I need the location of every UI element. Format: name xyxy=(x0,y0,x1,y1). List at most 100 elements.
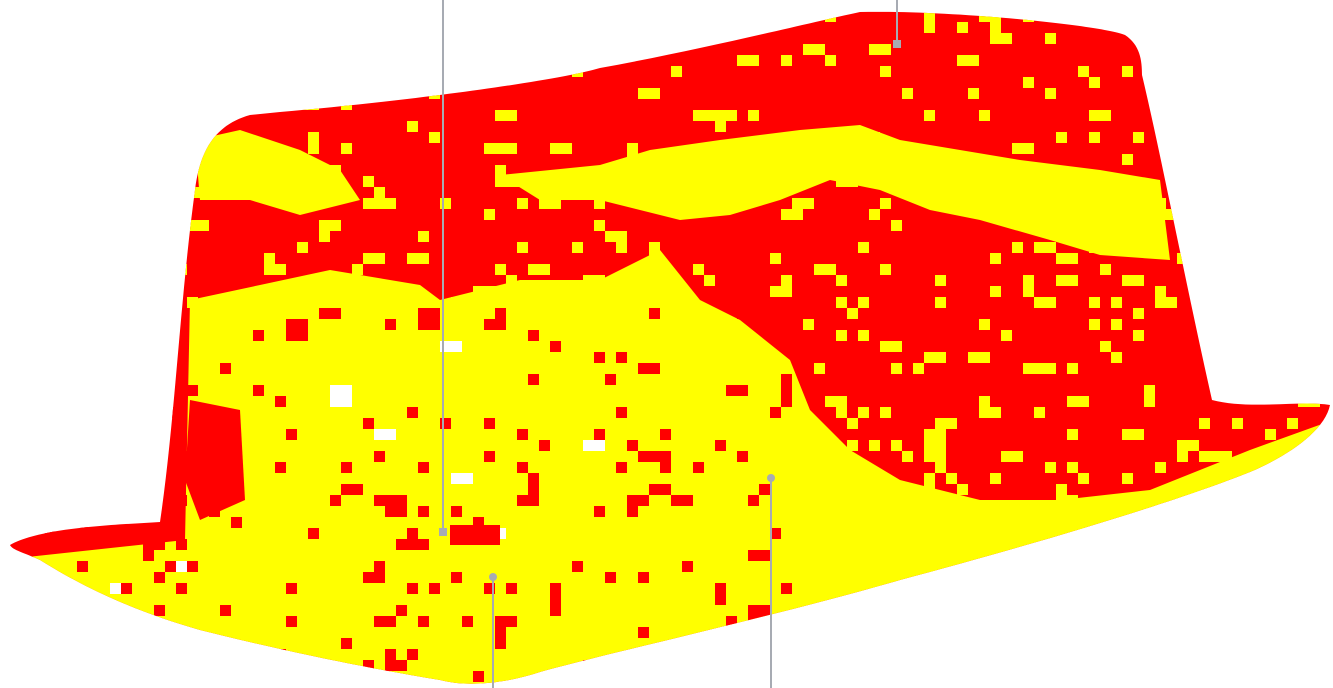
pixel xyxy=(1243,363,1254,374)
pixel xyxy=(814,264,825,275)
pixel xyxy=(33,242,44,253)
pixel xyxy=(484,143,495,154)
pixel xyxy=(220,176,231,187)
pixel xyxy=(352,264,363,275)
pixel xyxy=(517,66,528,77)
pixel xyxy=(902,88,913,99)
pixel xyxy=(297,11,319,22)
pixel xyxy=(1122,154,1133,165)
pixel xyxy=(858,638,869,649)
pixel xyxy=(803,0,814,11)
pixel xyxy=(1287,176,1298,187)
pixel xyxy=(341,11,352,22)
pixel xyxy=(1001,33,1012,44)
pixel xyxy=(429,132,440,143)
pixel xyxy=(143,550,154,561)
pixel xyxy=(913,363,924,374)
pixel xyxy=(1177,176,1188,187)
pixel xyxy=(0,0,11,11)
pixel xyxy=(396,506,407,517)
pixel xyxy=(1001,594,1012,605)
pixel xyxy=(495,627,506,638)
pixel xyxy=(297,242,308,253)
pixel xyxy=(363,253,385,264)
pixel xyxy=(66,132,77,143)
pixel xyxy=(1089,319,1100,330)
pixel xyxy=(1243,528,1254,539)
pixel xyxy=(22,407,44,418)
pixel xyxy=(1298,154,1309,165)
pixel xyxy=(935,418,957,429)
pixel xyxy=(1287,418,1298,429)
pixel xyxy=(605,374,616,385)
pixel xyxy=(374,451,385,462)
pixel xyxy=(836,275,847,286)
pixel xyxy=(1309,286,1320,297)
pixel xyxy=(275,297,297,308)
pixel xyxy=(924,352,946,363)
pixel xyxy=(143,22,154,33)
pixel xyxy=(374,561,385,572)
pixel xyxy=(715,121,726,132)
pixel xyxy=(770,407,781,418)
pixel xyxy=(979,110,990,121)
pixel xyxy=(176,539,187,550)
pixel xyxy=(187,77,198,88)
pixel xyxy=(297,99,308,110)
pixel xyxy=(22,440,44,451)
pixel xyxy=(143,242,165,253)
pixel xyxy=(814,495,825,506)
pixel xyxy=(440,341,462,352)
pixel xyxy=(363,660,374,671)
pixel xyxy=(737,385,748,396)
pixel xyxy=(1243,539,1265,550)
pixel xyxy=(517,198,528,209)
pixel xyxy=(1199,55,1210,66)
pixel xyxy=(748,110,759,121)
pixel xyxy=(638,88,649,99)
pixel xyxy=(979,396,990,407)
pixel xyxy=(1100,198,1111,209)
pixel xyxy=(396,55,407,66)
pixel xyxy=(924,429,946,440)
pixel xyxy=(759,0,770,11)
pixel xyxy=(1221,451,1232,462)
pixel xyxy=(143,165,154,176)
pixel xyxy=(572,561,583,572)
pixel xyxy=(297,330,308,341)
pixel xyxy=(1287,660,1298,671)
pixel xyxy=(968,352,990,363)
pixel xyxy=(363,418,374,429)
pixel xyxy=(1045,363,1056,374)
pixel xyxy=(550,583,561,594)
pixel xyxy=(1100,594,1111,605)
pixel xyxy=(154,451,165,462)
pixel xyxy=(1166,627,1188,638)
pixel xyxy=(165,264,187,275)
pixel xyxy=(869,209,880,220)
pixel xyxy=(1122,473,1133,484)
pixel xyxy=(1199,539,1210,550)
pixel xyxy=(110,44,121,55)
pixel xyxy=(583,660,594,671)
pixel xyxy=(341,462,352,473)
pixel xyxy=(671,154,682,165)
pixel xyxy=(451,473,473,484)
pixel xyxy=(451,572,462,583)
pixel xyxy=(22,418,44,429)
pixel xyxy=(187,561,198,572)
pixel xyxy=(924,473,935,484)
pixel xyxy=(1100,561,1111,572)
pixel xyxy=(11,209,22,220)
pixel xyxy=(1320,429,1330,440)
pixel xyxy=(825,11,836,22)
pixel xyxy=(374,429,396,440)
pixel xyxy=(121,55,143,66)
pixel xyxy=(803,44,825,55)
pixel xyxy=(605,22,627,33)
pixel xyxy=(1133,0,1144,11)
pixel xyxy=(693,462,704,473)
pixel xyxy=(506,616,517,627)
pixel xyxy=(231,165,242,176)
pixel xyxy=(495,264,506,275)
